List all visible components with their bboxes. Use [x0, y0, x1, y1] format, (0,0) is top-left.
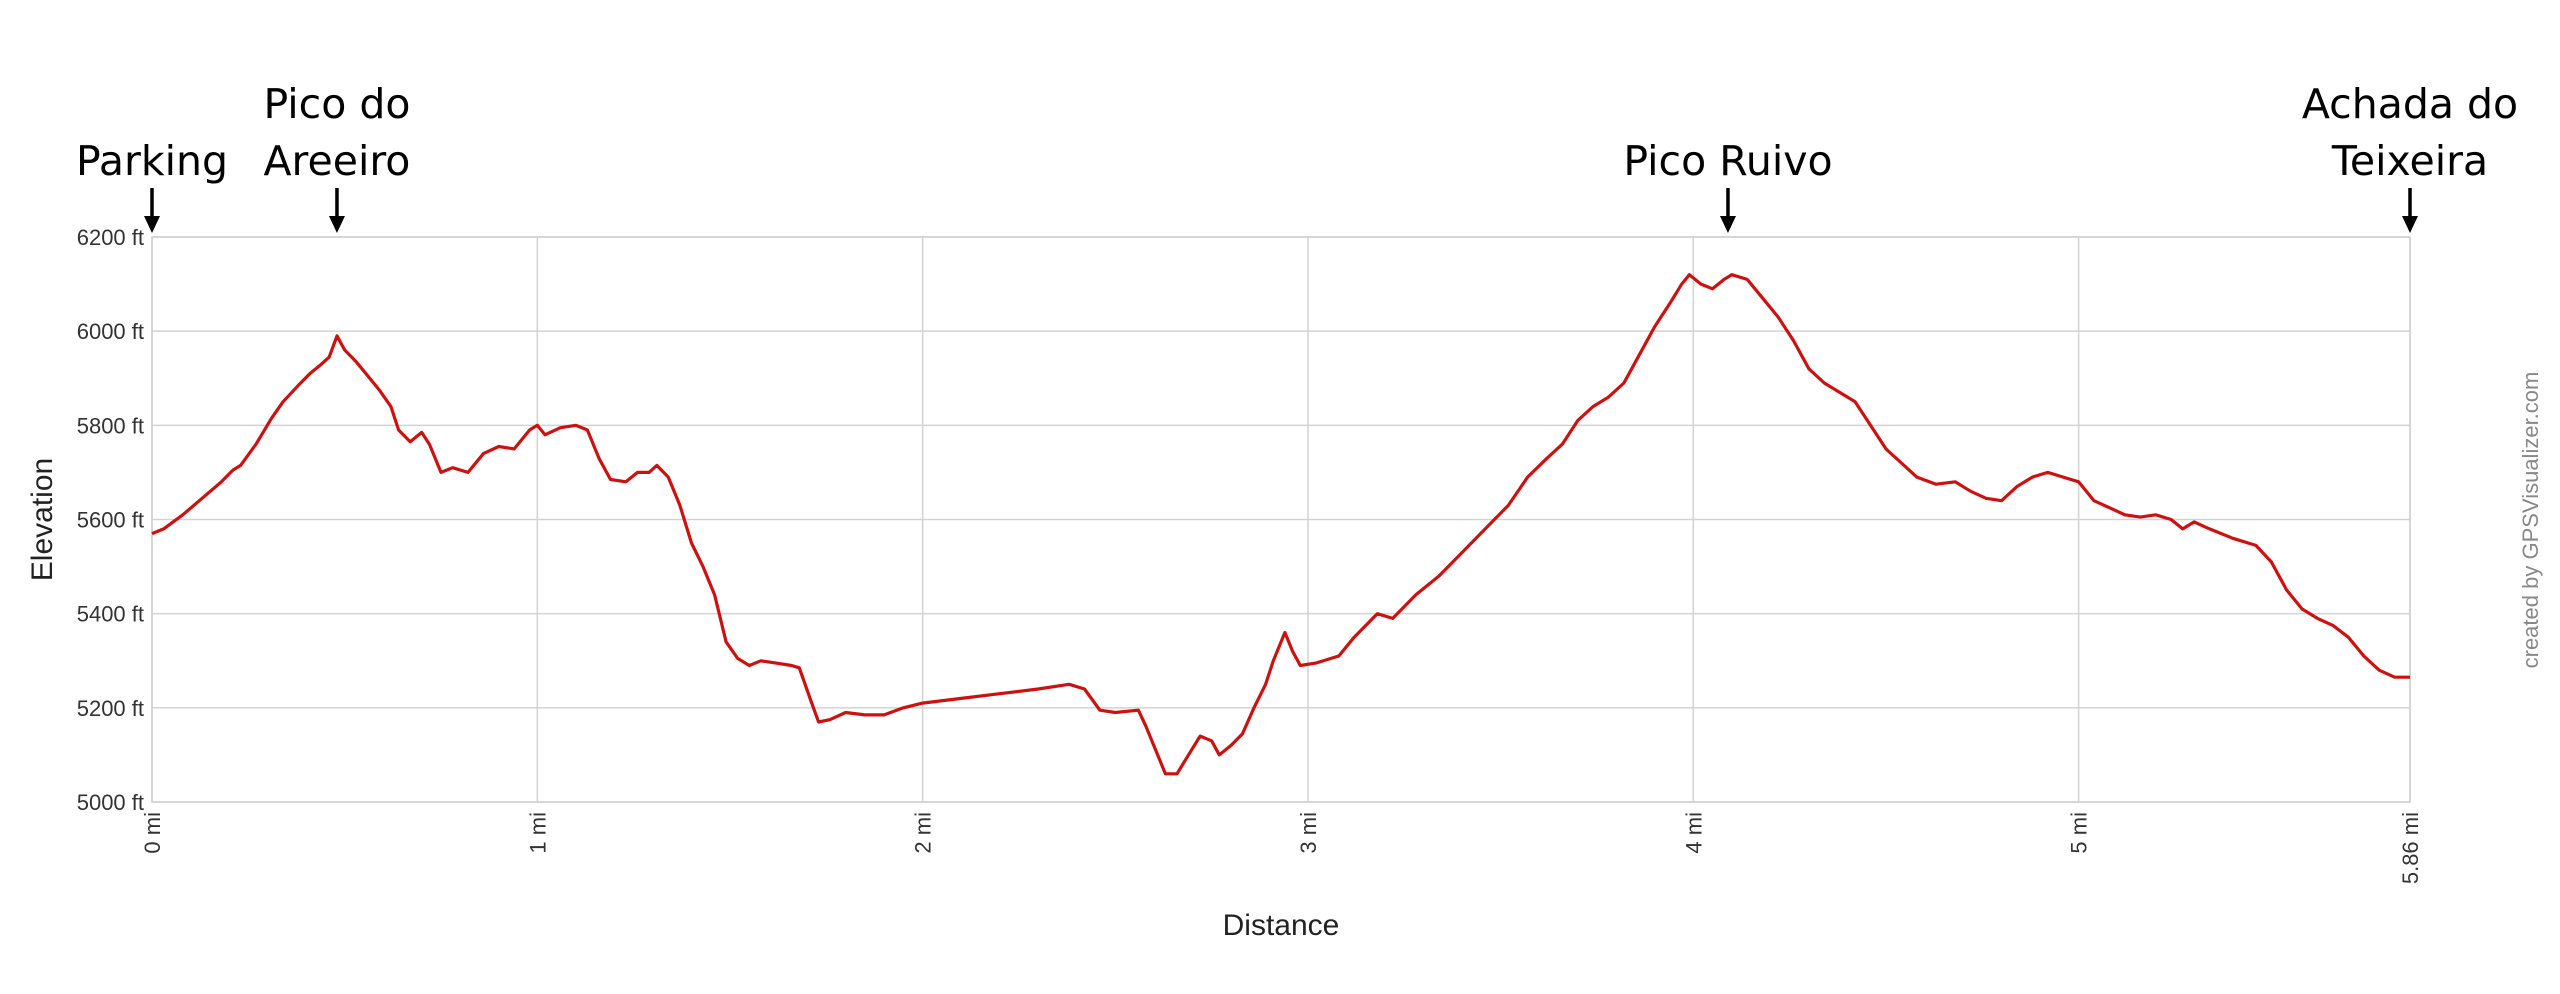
x-tick-label: 0 mi — [140, 812, 165, 854]
annotation-label: Achada do — [2302, 80, 2518, 128]
x-tick-label: 3 mi — [1296, 812, 1321, 854]
annotation-label: Pico do — [263, 80, 410, 128]
x-tick-label: 4 mi — [1681, 812, 1706, 854]
y-tick-label: 6200 ft — [77, 225, 144, 250]
x-axis-title: Distance — [1223, 909, 1340, 942]
annotation-label: Parking — [76, 137, 228, 185]
x-tick-label: 5.86 mi — [2398, 812, 2423, 884]
annotation-arrow-head — [328, 216, 345, 233]
plot-area — [151, 236, 2411, 803]
y-tick-label: 5000 ft — [77, 790, 144, 815]
y-axis-ticks: 5000 ft 5200 ft 5400 ft 5600 ft 5800 ft 6000 … — [77, 225, 144, 815]
elevation-line — [151, 273, 2410, 776]
y-tick-label: 5600 ft — [77, 508, 144, 533]
y-tick-label: 6000 ft — [77, 319, 144, 344]
y-tick-label: 5400 ft — [77, 602, 144, 627]
annotation-arrow-head — [2402, 216, 2418, 233]
location-annotations: Parking Pico do Areeiro Pico Ruivo Achada do… — [76, 80, 2518, 233]
x-tick-label: 5 mi — [2067, 812, 2092, 854]
annotation-label: Pico Ruivo — [1623, 137, 1832, 185]
annotation: Achada do Teixeira — [2302, 80, 2518, 233]
annotation: Parking — [76, 137, 228, 233]
annotation: Pico do Areeiro — [263, 80, 410, 233]
x-tick-label: 2 mi — [911, 812, 936, 854]
annotation-arrow-head — [1719, 216, 1736, 233]
y-axis-title: Elevation — [26, 458, 59, 581]
grid-lines — [151, 236, 2411, 803]
y-tick-label: 5200 ft — [77, 696, 144, 721]
annotation-label: Teixeira — [2331, 137, 2488, 185]
y-tick-label: 5800 ft — [77, 413, 144, 438]
x-tick-label: 1 mi — [525, 812, 550, 854]
annotation-arrow-head — [144, 216, 160, 233]
annotation: Pico Ruivo — [1623, 137, 1833, 233]
credit-text: created by GPSVisualizer.com — [2518, 372, 2543, 669]
x-axis-ticks: 0 mi 1 mi 2 mi 3 mi 4 mi 5 mi 5.86 mi — [140, 812, 2423, 884]
annotation-label: Areeiro — [264, 137, 411, 185]
